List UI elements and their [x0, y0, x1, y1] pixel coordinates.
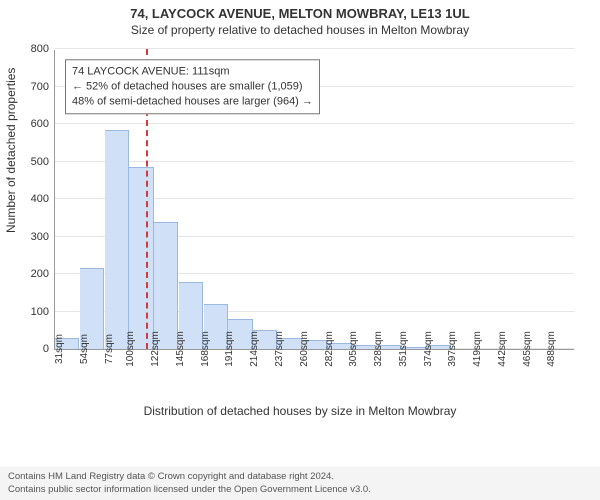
attribution-footer: Contains HM Land Registry data © Crown c… [0, 467, 600, 500]
annotation-line: 74 LAYCOCK AVENUE: 111sqm [72, 64, 313, 79]
footer-line-2: Contains public sector information licen… [8, 484, 592, 496]
x-tick-label: 191sqm [221, 331, 236, 367]
gridline [55, 161, 574, 162]
annotation-box: 74 LAYCOCK AVENUE: 111sqm← 52% of detach… [65, 59, 320, 114]
y-tick-label: 200 [31, 268, 55, 280]
x-tick-label: 465sqm [518, 331, 533, 367]
x-tick-label: 77sqm [100, 334, 115, 364]
y-tick-label: 500 [31, 156, 55, 168]
y-tick-label: 600 [31, 118, 55, 130]
x-tick-label: 282sqm [320, 331, 335, 367]
y-axis-label: Number of detached properties [4, 68, 18, 233]
gridline [55, 48, 574, 49]
x-axis-label: Distribution of detached houses by size … [0, 404, 600, 418]
x-tick-label: 54sqm [75, 334, 90, 364]
plot-area: 010020030040050060070080031sqm54sqm77sqm… [54, 50, 574, 350]
page-title: 74, LAYCOCK AVENUE, MELTON MOWBRAY, LE13… [0, 6, 600, 21]
y-tick-label: 300 [31, 231, 55, 243]
x-tick-label: 397sqm [444, 331, 459, 367]
footer-line-1: Contains HM Land Registry data © Crown c… [8, 471, 592, 483]
x-tick-label: 168sqm [196, 331, 211, 367]
x-tick-label: 122sqm [146, 331, 161, 367]
chart-container: Number of detached properties 0100200300… [0, 40, 600, 460]
histogram-bar [154, 222, 178, 350]
annotation-line: ← 52% of detached houses are smaller (1,… [72, 79, 313, 94]
gridline [55, 123, 574, 124]
x-tick-label: 374sqm [419, 331, 434, 367]
page-subtitle: Size of property relative to detached ho… [0, 23, 600, 37]
x-tick-label: 419sqm [468, 331, 483, 367]
x-tick-label: 488sqm [543, 331, 558, 367]
x-tick-label: 305sqm [344, 331, 359, 367]
y-tick-label: 100 [31, 306, 55, 318]
x-tick-label: 260sqm [295, 331, 310, 367]
y-tick-label: 400 [31, 193, 55, 205]
x-tick-label: 145sqm [171, 331, 186, 367]
y-tick-label: 700 [31, 81, 55, 93]
x-tick-label: 214sqm [245, 331, 260, 367]
annotation-line: 48% of semi-detached houses are larger (… [72, 94, 313, 109]
x-tick-label: 237sqm [270, 331, 285, 367]
histogram-bar [105, 130, 129, 349]
x-tick-label: 351sqm [394, 331, 409, 367]
histogram-bar [129, 167, 153, 349]
x-tick-label: 328sqm [369, 331, 384, 367]
x-tick-label: 31sqm [50, 334, 65, 364]
y-tick-label: 800 [31, 43, 55, 55]
x-tick-label: 100sqm [122, 331, 137, 367]
x-tick-label: 442sqm [493, 331, 508, 367]
